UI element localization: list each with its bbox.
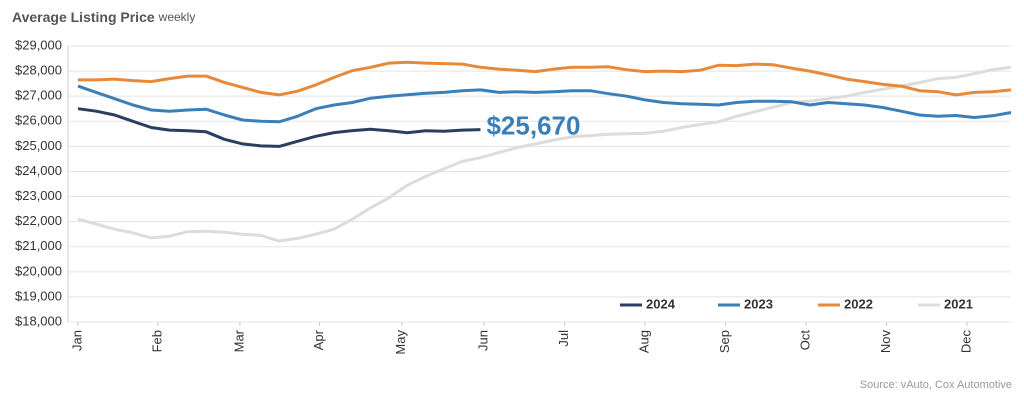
x-tick-label: Oct <box>798 330 813 351</box>
series-line <box>77 84 1012 124</box>
subtitle: weekly <box>158 10 196 24</box>
y-tick-label: $28,000 <box>15 63 62 78</box>
y-tick-label: $29,000 <box>15 37 62 52</box>
legend-label: 2024 <box>646 296 676 311</box>
x-tick-label: Jul <box>556 330 571 347</box>
title: Average Listing Price <box>12 9 155 25</box>
y-tick-label: $24,000 <box>15 163 62 178</box>
annotation: $25,670 <box>486 110 580 140</box>
x-tick-label: Apr <box>311 329 326 350</box>
y-tick-label: $26,000 <box>15 113 62 128</box>
x-tick-label: Aug <box>637 330 652 353</box>
y-tick-label: $25,000 <box>15 138 62 153</box>
x-tick-label: Feb <box>149 330 164 352</box>
legend-label: 2021 <box>944 296 973 311</box>
x-tick-label: Nov <box>878 330 893 354</box>
series-line <box>77 107 481 148</box>
chart-title: Average Listing Price weekly <box>12 9 195 25</box>
x-tick-label: Mar <box>231 329 246 352</box>
x-tick-label: Jun <box>476 330 491 351</box>
legend-label: 2022 <box>844 296 873 311</box>
y-tick-label: $20,000 <box>15 263 62 278</box>
x-tick-label: Sep <box>717 330 732 353</box>
series-line <box>77 65 1012 243</box>
legend-label: 2023 <box>744 296 773 311</box>
series-line <box>78 60 1012 97</box>
source: Source: vAuto, Cox Automotive <box>860 379 1012 391</box>
x-tick-label: Jan <box>69 330 84 351</box>
y-tick-label: $19,000 <box>15 288 62 303</box>
y-tick-label: $18,000 <box>15 313 62 328</box>
y-tick-label: $23,000 <box>15 188 62 203</box>
y-tick-label: $22,000 <box>15 213 62 228</box>
y-tick-label: $21,000 <box>15 238 62 253</box>
y-tick-label: $27,000 <box>15 88 62 103</box>
x-tick-label: Dec <box>959 330 974 354</box>
x-tick-label: May <box>393 330 408 355</box>
